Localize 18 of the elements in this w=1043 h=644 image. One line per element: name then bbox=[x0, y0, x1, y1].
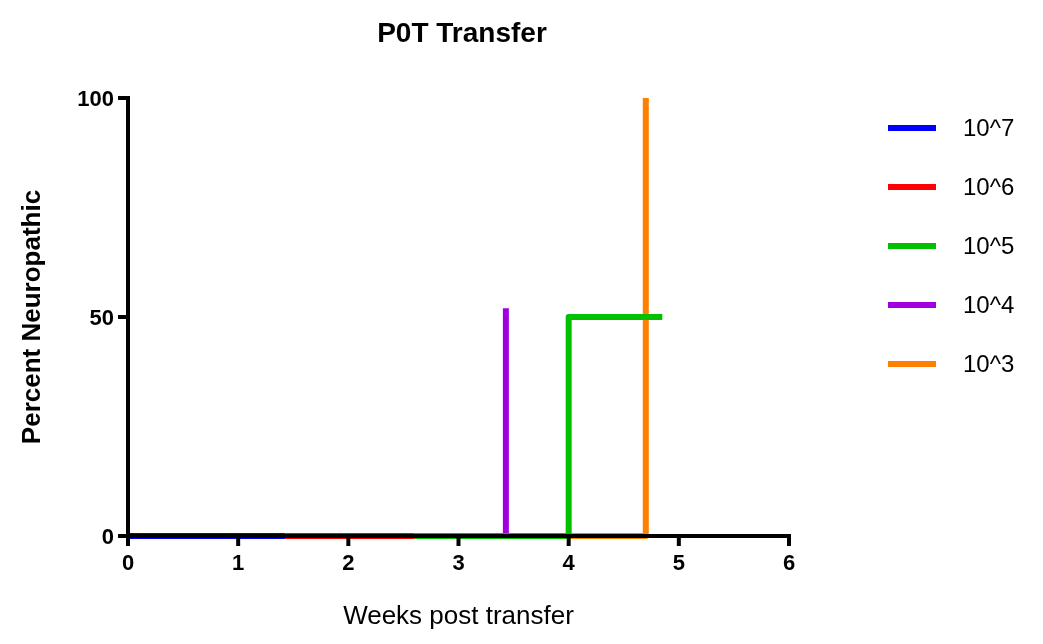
x-tick-label: 3 bbox=[452, 550, 465, 575]
y-axis-title: Percent Neuropathic bbox=[16, 189, 46, 445]
x-tick-label: 1 bbox=[232, 550, 245, 575]
legend-label: 10^6 bbox=[963, 173, 1015, 200]
legend-label: 10^4 bbox=[963, 291, 1015, 318]
x-tick-label: 2 bbox=[342, 550, 355, 575]
x-tick-label: 6 bbox=[782, 550, 796, 575]
chart-title: P0T Transfer bbox=[377, 17, 547, 48]
x-tick-label: 0 bbox=[121, 550, 135, 575]
x-tick-label: 5 bbox=[672, 550, 685, 575]
legend-label: 10^3 bbox=[963, 350, 1015, 377]
x-axis-title: Weeks post transfer bbox=[343, 600, 575, 630]
x-tick-label: 4 bbox=[562, 550, 576, 575]
legend-label: 10^5 bbox=[963, 232, 1015, 259]
y-tick-label: 50 bbox=[89, 305, 114, 330]
y-tick-label: 0 bbox=[101, 524, 114, 549]
legend-label: 10^7 bbox=[963, 114, 1015, 141]
y-tick-label: 100 bbox=[77, 86, 114, 111]
